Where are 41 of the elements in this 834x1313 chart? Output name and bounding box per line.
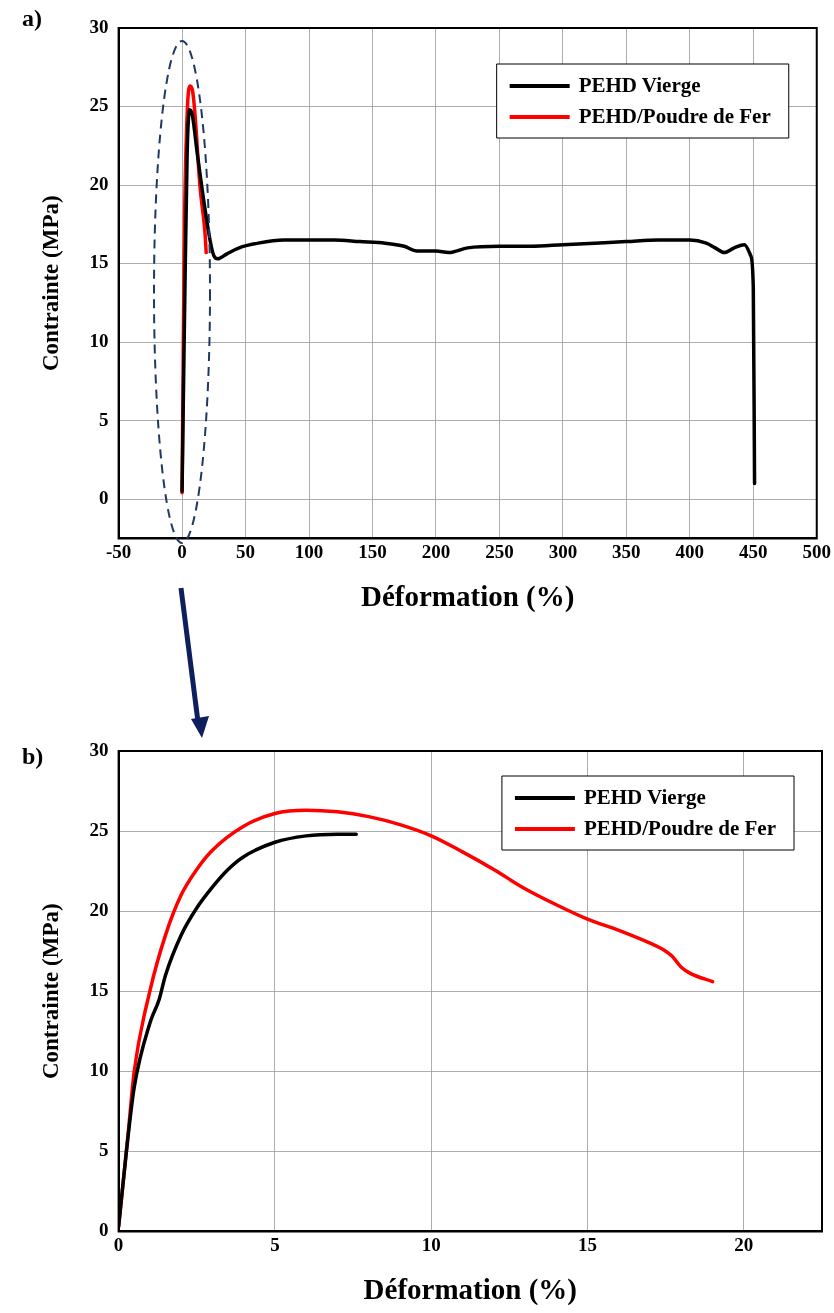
y-tick-label: 10 — [89, 330, 109, 351]
x-tick-label: 350 — [612, 540, 641, 562]
x-tick-label: 50 — [236, 540, 256, 562]
y-tick-label: 5 — [99, 1139, 109, 1161]
x-tick-label: 450 — [739, 540, 768, 562]
x-tick-label: 20 — [734, 1233, 754, 1255]
y-tick-label: 30 — [89, 738, 109, 760]
x-tick-label: 0 — [177, 540, 187, 562]
chart-title: a) — [22, 5, 42, 32]
y-tick-label: 10 — [89, 1059, 109, 1081]
y-tick-label: 5 — [99, 408, 109, 430]
y-tick-label: 20 — [89, 899, 109, 921]
y-tick-label: 30 — [89, 15, 109, 37]
x-tick-label: 400 — [675, 540, 705, 562]
x-axis-title: Déformation (%) — [360, 580, 575, 614]
x-tick-label: 250 — [485, 540, 514, 562]
chart-title: b) — [22, 743, 44, 770]
y-tick-label: 0 — [99, 1219, 109, 1241]
y-tick-label: 15 — [89, 979, 109, 1001]
x-tick-label: 300 — [548, 540, 578, 562]
y-tick-label: 20 — [89, 172, 109, 194]
x-tick-label: 10 — [421, 1233, 441, 1255]
x-tick-label: 200 — [421, 540, 451, 562]
x-tick-label: 100 — [294, 540, 324, 562]
x-tick-label: 15 — [578, 1233, 598, 1255]
x-tick-label: 0 — [113, 1233, 124, 1255]
legend-label: PEHD/Poudre de Fer — [578, 104, 771, 129]
legend-label: PEHD/Poudre de Fer — [583, 816, 777, 841]
y-axis-title: Contrainte (MPa) — [37, 195, 63, 372]
x-tick-label: 500 — [802, 540, 831, 562]
x-tick-label: 5 — [270, 1233, 280, 1255]
y-tick-label: 0 — [99, 487, 109, 509]
y-tick-label: 25 — [89, 818, 109, 840]
x-axis-title: Déformation (%) — [363, 1273, 578, 1307]
y-axis-title: Contrainte (MPa) — [37, 903, 63, 1080]
y-tick-label: 25 — [89, 94, 109, 116]
legend-label: PEHD Vierge — [578, 73, 701, 98]
x-tick-label: -50 — [105, 540, 132, 562]
y-tick-label: 15 — [89, 251, 109, 273]
legend-label: PEHD Vierge — [583, 785, 706, 810]
x-tick-label: 150 — [358, 540, 387, 562]
